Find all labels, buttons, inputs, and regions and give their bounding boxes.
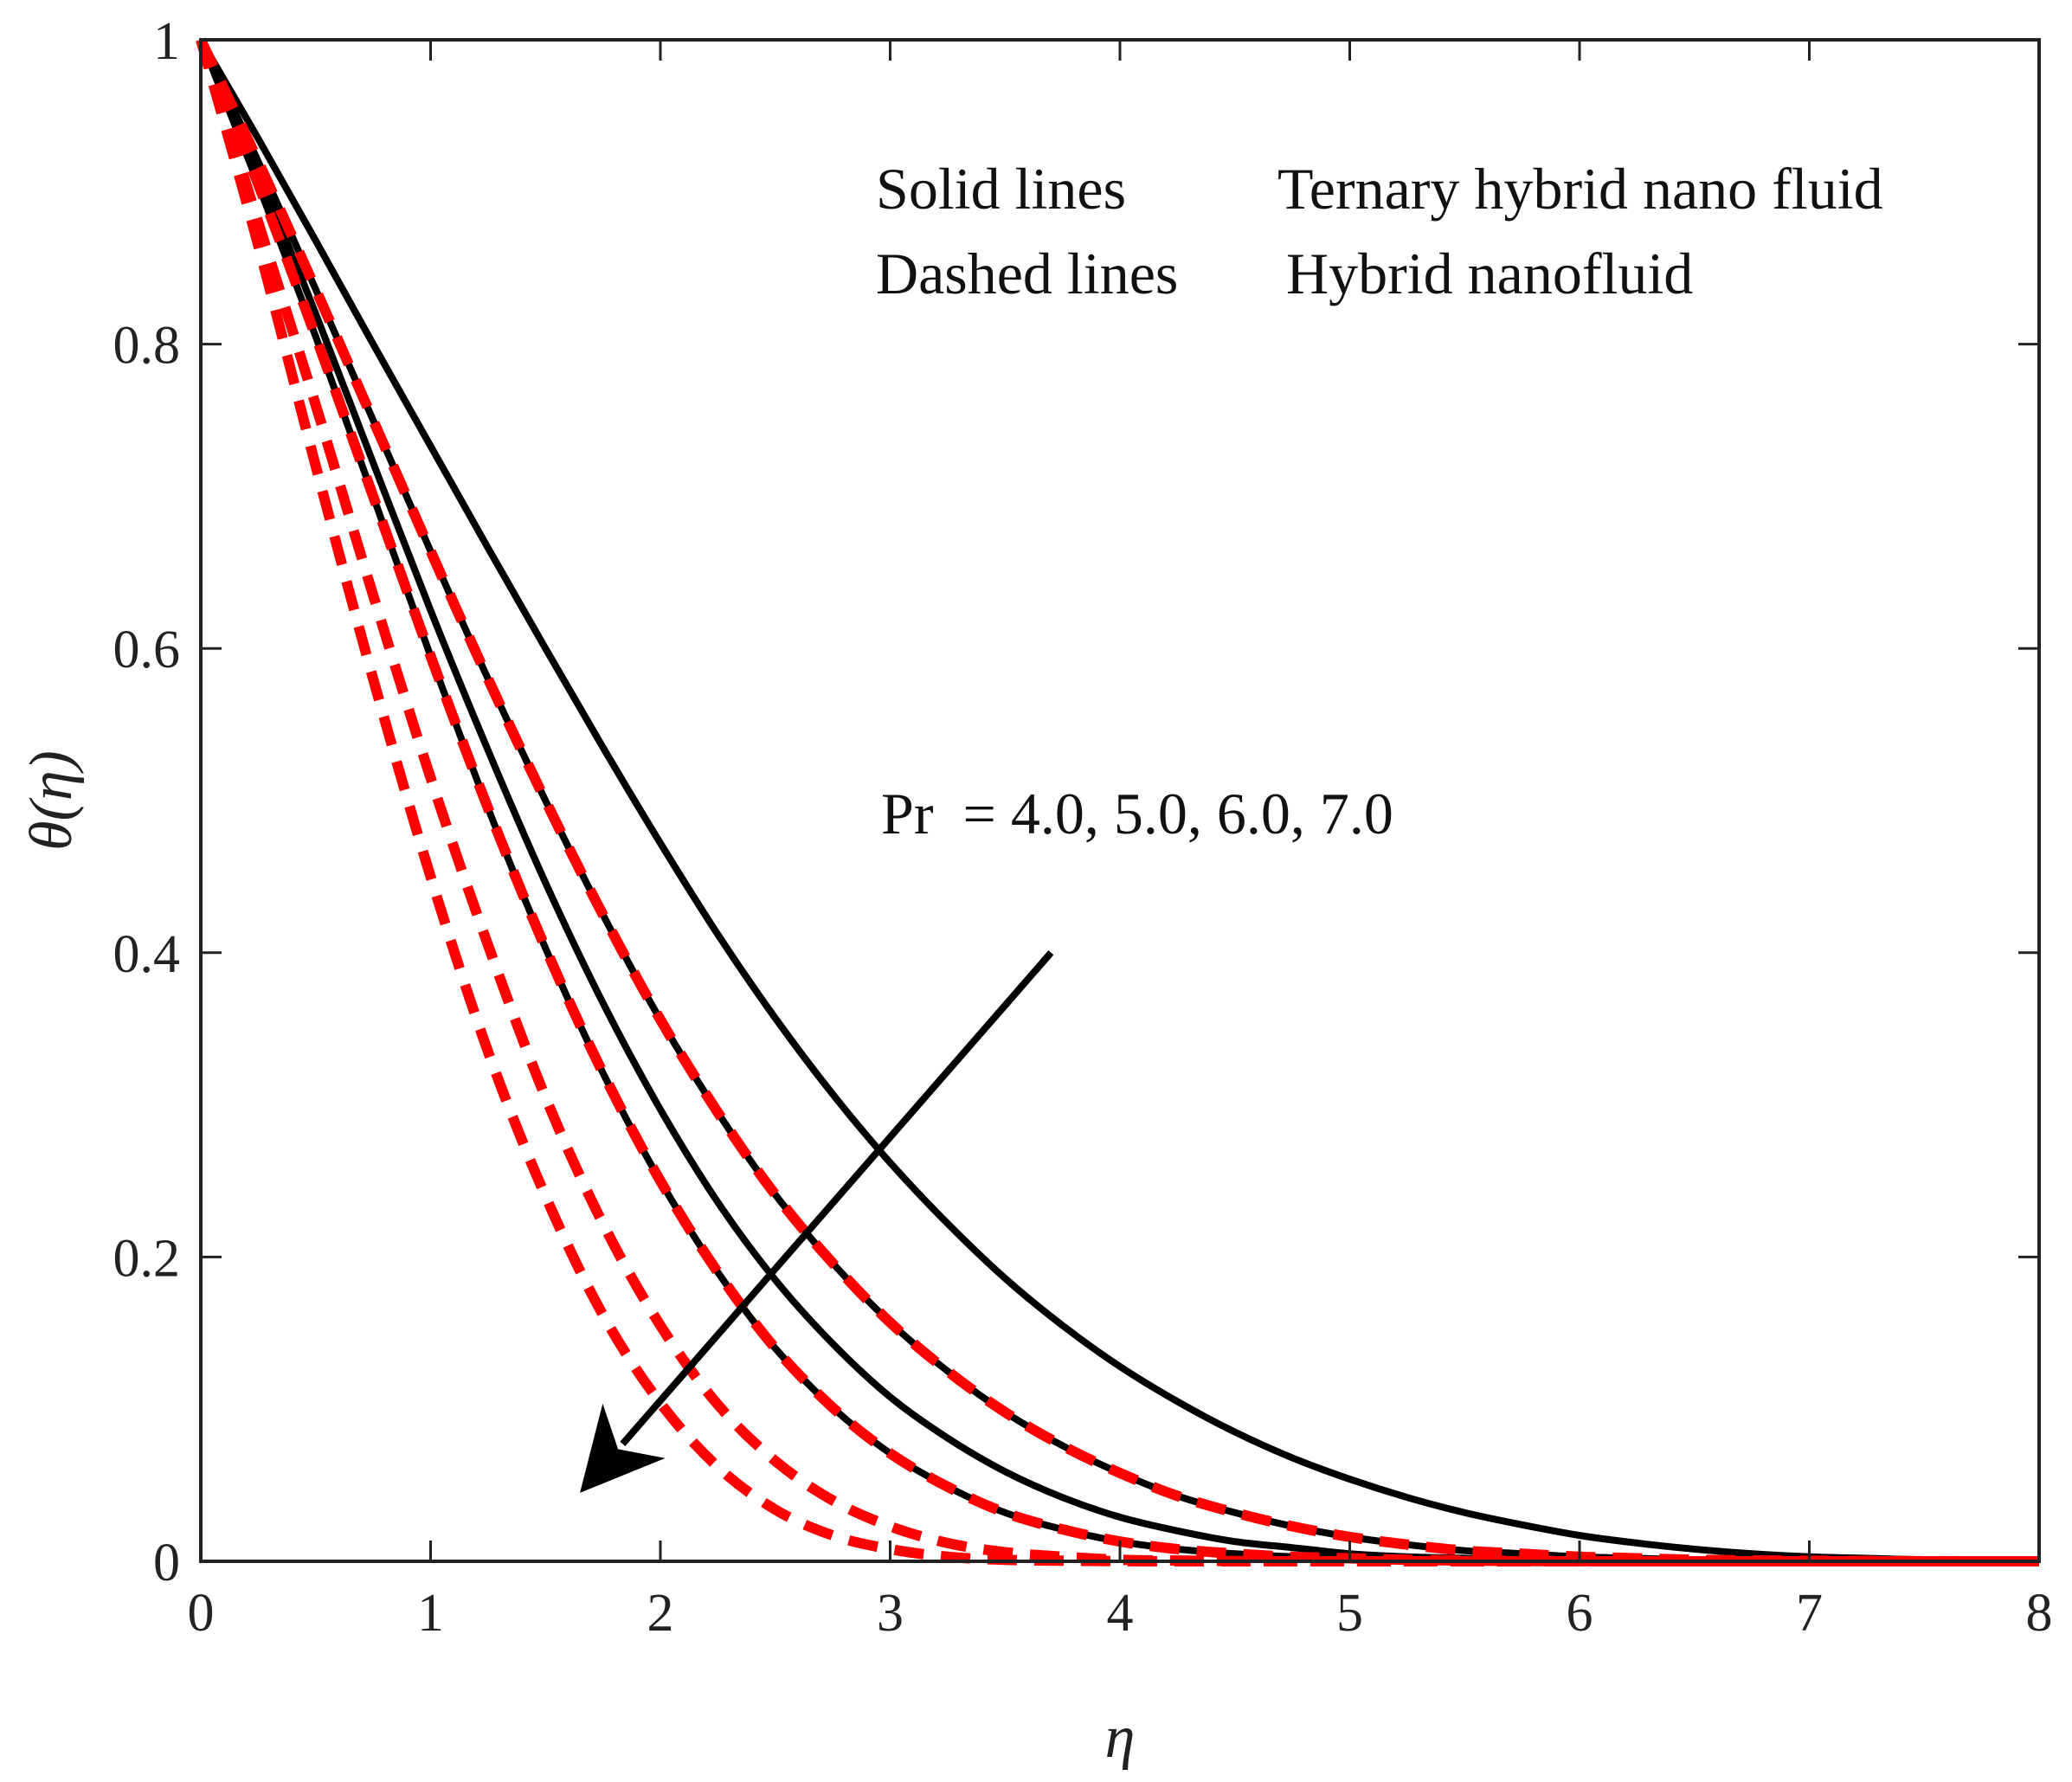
x-tick-label: 4	[1107, 1584, 1134, 1643]
y-tick-label: 0.6	[113, 621, 181, 679]
y-tick-label: 0.8	[113, 317, 181, 376]
arrow-layer	[580, 950, 1054, 1493]
x-tick-label: 1	[417, 1584, 444, 1643]
y-tick-label: 0	[153, 1534, 180, 1592]
legend-solid-key: Solid lines	[876, 156, 1126, 222]
x-tick-label: 5	[1336, 1584, 1363, 1643]
tick-layer: 0 1 2 3 4 5 6 7 8 0 0.2 0.4 0.6 0.8 1	[113, 12, 2053, 1643]
parameter-label: Pr = 4.0, 5.0, 6.0, 7.0	[881, 781, 1393, 846]
x-tick-label: 2	[647, 1584, 674, 1643]
hybrid-curve-1	[196, 37, 2039, 1567]
x-tick-label: 7	[1796, 1584, 1823, 1643]
legend-dashed-key: Dashed lines	[876, 241, 1178, 306]
x-tick-label: 6	[1567, 1584, 1593, 1643]
ternary-curve-0	[197, 37, 2040, 1565]
hybrid-curve-0	[196, 37, 2040, 1567]
y-axis-label: θ(η)	[18, 750, 85, 851]
x-axis-label: η	[1105, 1704, 1136, 1771]
arrow-shaft	[620, 950, 1054, 1446]
legend-dashed-value: Hybrid nanofluid	[1286, 241, 1693, 306]
y-tick-label: 0.2	[113, 1229, 181, 1288]
arrow-head	[580, 1403, 666, 1493]
y-tick-label: 1	[153, 12, 180, 71]
x-tick-label: 0	[188, 1584, 215, 1643]
legend-solid-value: Ternary hybrid nano fluid	[1277, 156, 1883, 222]
x-tick-label: 8	[2026, 1584, 2053, 1643]
y-tick-label: 0.4	[113, 925, 181, 984]
x-tick-label: 3	[877, 1584, 904, 1643]
